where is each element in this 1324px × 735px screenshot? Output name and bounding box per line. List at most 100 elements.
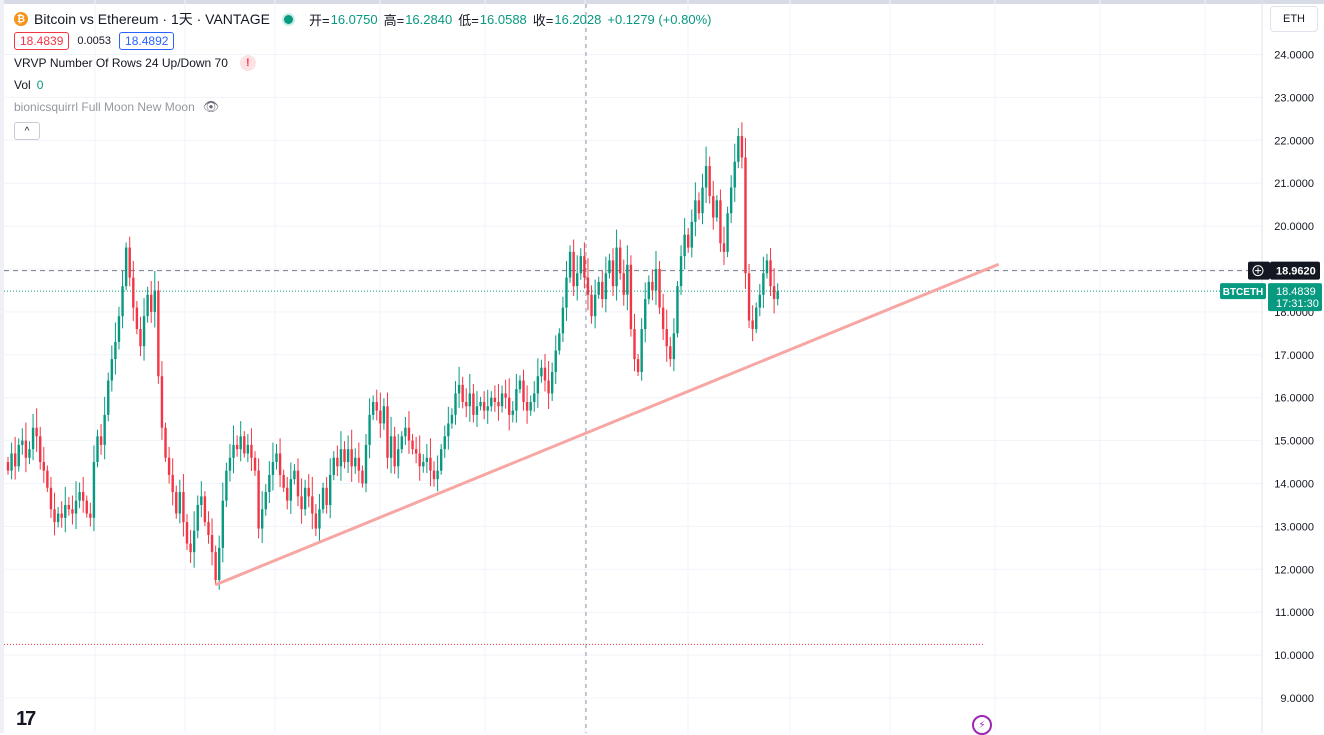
collapse-legend-button[interactable]: ^ <box>14 122 40 140</box>
price-axis[interactable]: 24.000023.000022.000021.000020.000019.00… <box>1261 0 1314 733</box>
candle-body <box>42 462 45 471</box>
candle-body <box>490 397 493 407</box>
candle-body <box>522 380 525 402</box>
price-tick-label: 12.0000 <box>1274 564 1314 576</box>
high-label: 高= <box>383 12 405 28</box>
candle-body <box>726 213 729 252</box>
candle-body <box>35 427 38 437</box>
candle-body <box>371 401 375 415</box>
candle-body <box>414 449 418 454</box>
spread-value: 0.0053 <box>77 35 112 47</box>
moon-indicator-row[interactable]: bionicsquirrl Full Moon New Moon 👁 <box>14 96 717 118</box>
candle-body <box>776 291 779 300</box>
buy-price-button[interactable]: 18.4892 <box>119 32 175 50</box>
candle-body <box>593 294 597 317</box>
hidden-eye-icon[interactable]: 👁 <box>202 99 220 114</box>
candle-body <box>765 260 769 274</box>
price-tick-label: 14.0000 <box>1274 479 1314 491</box>
candle-body <box>243 436 246 454</box>
trendline-segment[interactable] <box>215 263 999 586</box>
sell-price-button[interactable]: 18.4839 <box>14 32 70 50</box>
candle-body <box>472 393 475 415</box>
candle-body <box>314 513 318 529</box>
crosshair-price-tag <box>1270 261 1320 280</box>
candle-body <box>482 401 486 411</box>
warning-icon[interactable]: ! <box>239 55 256 71</box>
price-tick-label: 24.0000 <box>1274 50 1314 62</box>
candle-body <box>640 329 643 372</box>
vrvp-indicator-row[interactable]: VRVP Number Of Rows 24 Up/Down 70 ! <box>14 52 717 74</box>
candle-body <box>719 200 722 244</box>
candle-body <box>325 487 328 505</box>
bolt-icon[interactable]: ⚡ <box>972 715 992 735</box>
candle-body <box>407 427 411 441</box>
market-status-icon[interactable] <box>284 14 293 24</box>
candle-body <box>511 410 514 415</box>
candle-body <box>712 196 715 218</box>
candle-body <box>397 449 400 467</box>
candle-body <box>167 457 171 475</box>
vol-indicator-row[interactable]: Vol 0 <box>14 74 717 96</box>
candle-body <box>78 492 81 501</box>
candle-body <box>722 243 726 252</box>
candle-body <box>228 457 232 471</box>
candle-body <box>135 307 139 330</box>
candle-body <box>99 436 103 445</box>
symbol-tag <box>1220 283 1266 300</box>
plus-icon <box>1252 265 1264 277</box>
candle-body <box>332 457 335 475</box>
candle-body <box>404 427 407 437</box>
candle-body <box>604 273 608 300</box>
tradingview-logo[interactable]: 17 <box>16 708 36 730</box>
candle-body <box>601 281 604 300</box>
candle-body <box>672 333 676 360</box>
candle-body <box>239 436 242 450</box>
candle-body <box>572 251 575 287</box>
candle-body <box>46 470 49 488</box>
last-price-text: 18.4839 <box>1276 286 1316 298</box>
candle-body <box>132 277 135 308</box>
candle-body <box>729 187 733 214</box>
candle-body <box>636 359 640 372</box>
top-edge <box>0 0 1324 4</box>
candle-body <box>690 221 693 248</box>
candle-body <box>755 307 758 330</box>
crosshair-price-text: 18.9620 <box>1276 266 1316 278</box>
candle-body <box>60 513 63 518</box>
candle-body <box>142 316 146 347</box>
candle-body <box>772 286 776 300</box>
candle-body <box>157 290 160 377</box>
candle-body <box>318 509 321 529</box>
candle-body <box>425 457 429 463</box>
candle-body <box>67 504 71 510</box>
candle-body <box>550 371 554 394</box>
currency-selector[interactable]: ETH <box>1270 6 1318 32</box>
candle-body <box>28 449 31 458</box>
candle-body <box>128 247 131 278</box>
candle-body <box>626 264 629 295</box>
candle-body <box>150 294 153 312</box>
candle-body <box>697 200 701 214</box>
candle-body <box>633 329 636 360</box>
candle-body <box>321 487 325 510</box>
price-tick-label: 13.0000 <box>1274 521 1314 533</box>
candle-body <box>64 504 67 518</box>
vrvp-params: Number Of Rows 24 Up/Down 70 <box>49 56 228 70</box>
symbol-title[interactable]: Bitcoin vs Ethereum · 1天 · VANTAGE <box>34 11 270 27</box>
candle-body <box>468 393 472 407</box>
candle-body <box>393 436 396 467</box>
candle-body <box>121 286 124 317</box>
candle-body <box>329 474 332 505</box>
candle-body <box>235 444 239 450</box>
price-tick-label: 11.0000 <box>1275 607 1314 619</box>
candle-body <box>286 487 289 501</box>
candle-body <box>203 496 207 523</box>
candle-body <box>336 457 339 467</box>
candle-body <box>110 359 114 381</box>
candle-body <box>89 513 92 518</box>
candle-body <box>17 444 20 467</box>
trendline[interactable] <box>215 263 999 586</box>
candle-body <box>654 269 658 291</box>
